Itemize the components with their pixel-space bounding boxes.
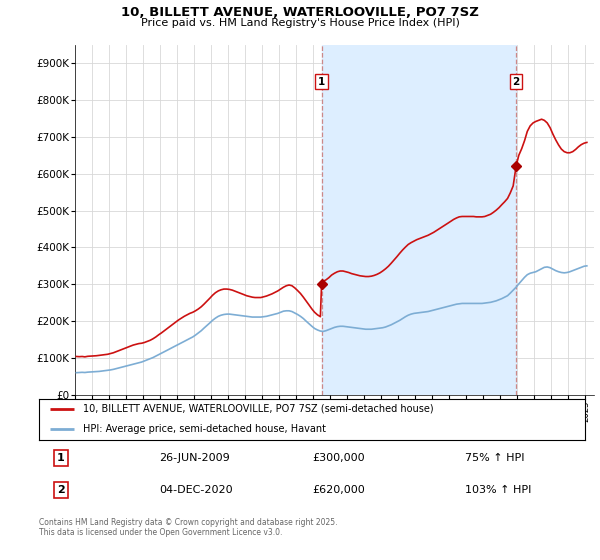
Text: 2: 2 — [57, 485, 65, 495]
Text: 10, BILLETT AVENUE, WATERLOOVILLE, PO7 7SZ: 10, BILLETT AVENUE, WATERLOOVILLE, PO7 7… — [121, 6, 479, 18]
Text: 75% ↑ HPI: 75% ↑ HPI — [465, 453, 524, 463]
Text: 04-DEC-2020: 04-DEC-2020 — [159, 485, 233, 495]
Bar — [322, 45, 516, 395]
Text: Contains HM Land Registry data © Crown copyright and database right 2025.
This d: Contains HM Land Registry data © Crown c… — [39, 518, 337, 538]
Text: £300,000: £300,000 — [312, 453, 365, 463]
Text: HPI: Average price, semi-detached house, Havant: HPI: Average price, semi-detached house,… — [83, 424, 326, 435]
Text: 2: 2 — [512, 77, 520, 87]
Text: 103% ↑ HPI: 103% ↑ HPI — [465, 485, 531, 495]
Text: £620,000: £620,000 — [312, 485, 365, 495]
Text: Price paid vs. HM Land Registry's House Price Index (HPI): Price paid vs. HM Land Registry's House … — [140, 18, 460, 28]
Text: 1: 1 — [318, 77, 325, 87]
Text: 26-JUN-2009: 26-JUN-2009 — [159, 453, 230, 463]
Text: 10, BILLETT AVENUE, WATERLOOVILLE, PO7 7SZ (semi-detached house): 10, BILLETT AVENUE, WATERLOOVILLE, PO7 7… — [83, 404, 433, 414]
Text: 1: 1 — [57, 453, 65, 463]
